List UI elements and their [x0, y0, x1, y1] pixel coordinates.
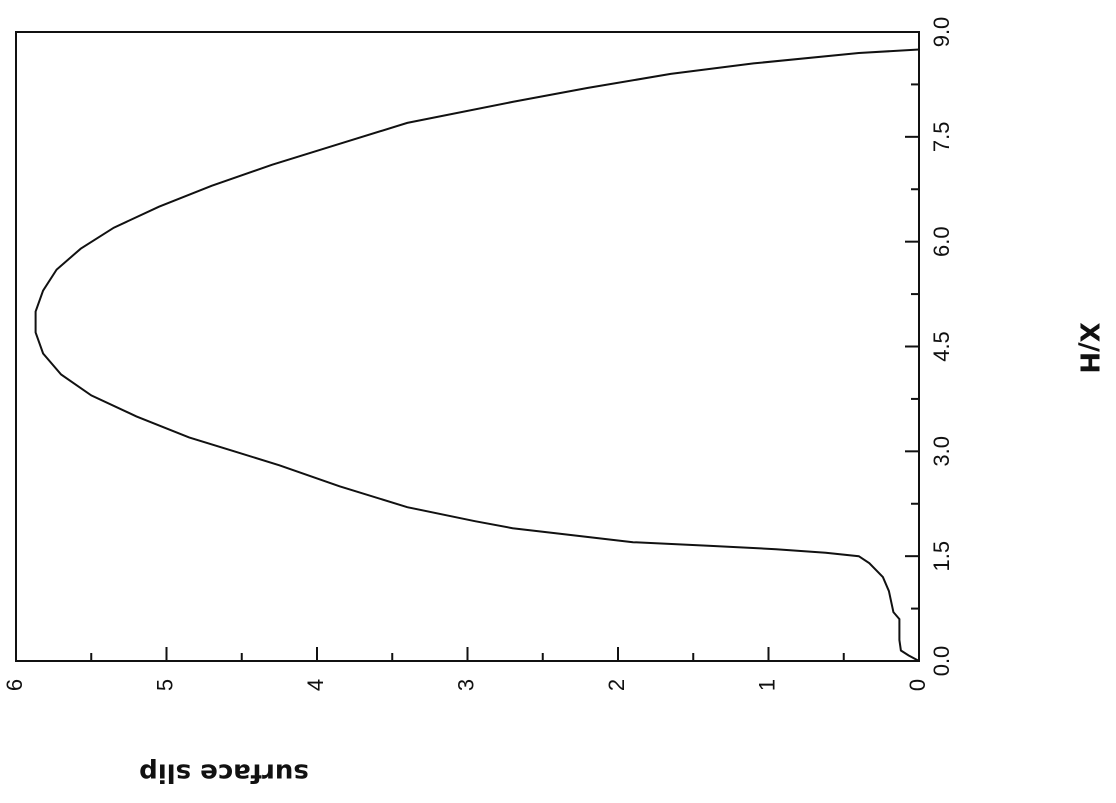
axis-ticks	[15, 31, 920, 662]
x-tick-label: 7.5	[929, 122, 954, 153]
x-tick-label: 4.5	[929, 331, 954, 362]
tick-labels: 0.0 1.5 3.0 4.5 6.0 7.5 9.0 0 1 2 3 4 5 6	[2, 17, 954, 691]
x-axis-title: X/H	[1074, 322, 1104, 373]
y-tick-label: 5	[152, 679, 177, 691]
x-tick-label: 9.0	[929, 17, 954, 48]
y-tick-label: 0	[905, 679, 930, 691]
y-tick-label: 4	[303, 679, 328, 691]
plot-frame	[15, 31, 920, 662]
y-tick-label: 3	[453, 679, 478, 691]
x-tick-label: 6.0	[929, 226, 954, 257]
x-tick-label: 3.0	[929, 436, 954, 467]
x-tick-label: 0.0	[929, 646, 954, 677]
y-tick-label: 6	[2, 679, 27, 691]
x-tick-label: 1.5	[929, 541, 954, 572]
y-tick-label: 1	[754, 679, 779, 691]
slip-curve	[34, 48, 920, 662]
y-tick-label: 2	[604, 679, 629, 691]
y-axis-title: surface slip	[139, 758, 309, 788]
